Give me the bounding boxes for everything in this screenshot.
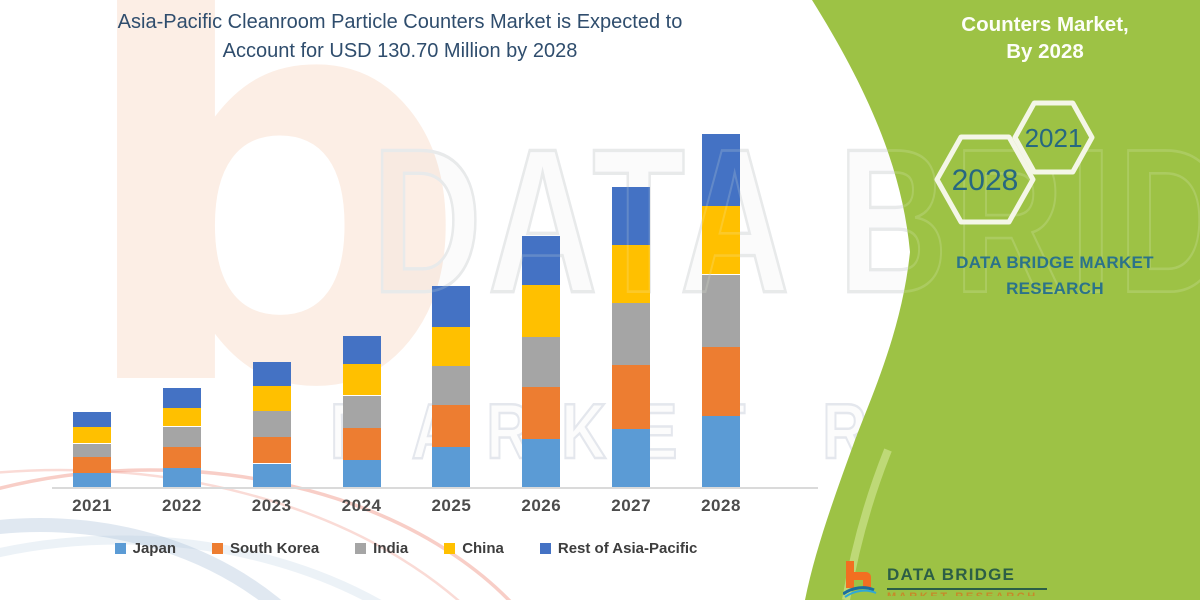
legend-swatch [114,543,126,554]
legend-label: South Korea [229,540,320,557]
bar-2026-south-korea [522,386,561,439]
footer-logo: DATA BRIDGE MARKET RESEARCH [842,561,1047,599]
bar-2022-south-korea [162,446,201,469]
legend-label: India [373,540,409,557]
brand-text-line2: RESEARCH [1006,279,1104,298]
databridge-b-icon [842,561,877,599]
legend-label: China [462,540,504,557]
footer-sub-name: MARKET RESEARCH [887,591,1047,596]
bar-2028-south-korea [702,346,740,417]
bar-2021-rest-of-asia-pacific [73,411,111,427]
hexagon-2028-label: 2028 [952,164,1019,197]
footer-brand-name: DATA BRIDGE [887,565,1016,584]
legend: Japan South Korea India China Rest of Asia-P… [0,540,812,557]
legend-label: Rest of Asia-Pacific [557,540,698,557]
footer-underline [887,588,1047,590]
bar-2027-south-korea [612,365,651,429]
bar-2023-india [252,410,291,438]
bar-2025-china [432,326,471,366]
x-label-2023: 2023 [251,496,292,515]
bar-2025-japan [432,447,471,487]
legend-item-china: China [444,540,504,557]
bar-2027-india [612,302,651,366]
x-label-2024: 2024 [341,496,382,515]
panel-heading: Counters Market, By 2028 [880,11,1200,65]
bar-2025-rest-of-asia-pacific [432,285,471,327]
bar-2027-china [612,244,651,303]
bar-2025-india [432,365,471,406]
bar-2026-india [522,336,561,387]
legend-item-rest-of-asia-pacific: Rest of Asia-Pacific [539,540,698,557]
bar-2023-china [252,386,291,411]
x-label-2028: 2028 [701,496,741,515]
hexagon-2021-label: 2021 [1025,123,1083,153]
bar-2026-china [522,285,561,337]
x-label-2025: 2025 [431,496,472,515]
bar-2023-japan [252,463,291,487]
bar-2025-south-korea [432,405,471,448]
bar-2024-india [342,395,381,429]
legend-swatch [444,543,456,554]
bar-2021-india [73,443,111,458]
legend-label: Japan [132,540,176,557]
bar-2021-south-korea [73,457,111,473]
bar-2026-japan [522,438,561,487]
bar-2028-china [702,206,740,275]
x-label-2026: 2026 [521,496,562,515]
bar-2022-india [162,426,201,447]
brand-text-line1: DATA BRIDGE MARKET [956,253,1154,272]
legend-item-india: India [355,540,408,557]
bar-2026-rest-of-asia-pacific [522,235,561,285]
chart-title-line1: Asia-Pacific Cleanroom Particle Counters… [117,11,683,33]
chart-title: Asia-Pacific Cleanroom Particle Counters… [20,8,780,66]
year-hexagons: 2028 2021 [934,100,1095,225]
x-label-2021: 2021 [72,496,112,515]
bar-2028-india [702,274,740,347]
bar-2027-rest-of-asia-pacific [612,186,651,245]
legend-item-south-korea: South Korea [211,540,320,557]
legend-swatch [211,543,223,554]
bar-2022-rest-of-asia-pacific [162,388,201,408]
legend-swatch [355,543,367,554]
brand-text: DATA BRIDGE MARKET RESEARCH [900,250,1200,302]
bar-2028-rest-of-asia-pacific [702,134,740,207]
bar-2022-japan [162,468,201,487]
x-axis-line [52,487,818,489]
bar-2023-rest-of-asia-pacific [252,362,291,387]
panel-heading-line2: By 2028 [1006,40,1084,63]
bar-2024-japan [342,460,381,487]
legend-item-japan: Japan [114,540,176,557]
x-label-2022: 2022 [161,496,202,515]
bar-2023-south-korea [252,437,291,464]
bar-2027-japan [612,428,651,487]
x-label-2027: 2027 [611,496,652,515]
bar-2021-japan [73,473,111,487]
bar-2028-japan [702,416,740,487]
panel-heading-line1: Counters Market, [961,13,1129,36]
bar-2022-china [162,407,201,427]
chart-title-line2: Account for USD 130.70 Million by 2028 [222,40,578,62]
bar-2024-rest-of-asia-pacific [342,335,381,365]
bar-2024-south-korea [342,428,381,460]
footer-text: DATA BRIDGE MARKET RESEARCH [887,561,1047,599]
legend-swatch [539,543,551,554]
bar-2024-china [342,364,381,396]
bar-2021-china [73,426,111,444]
